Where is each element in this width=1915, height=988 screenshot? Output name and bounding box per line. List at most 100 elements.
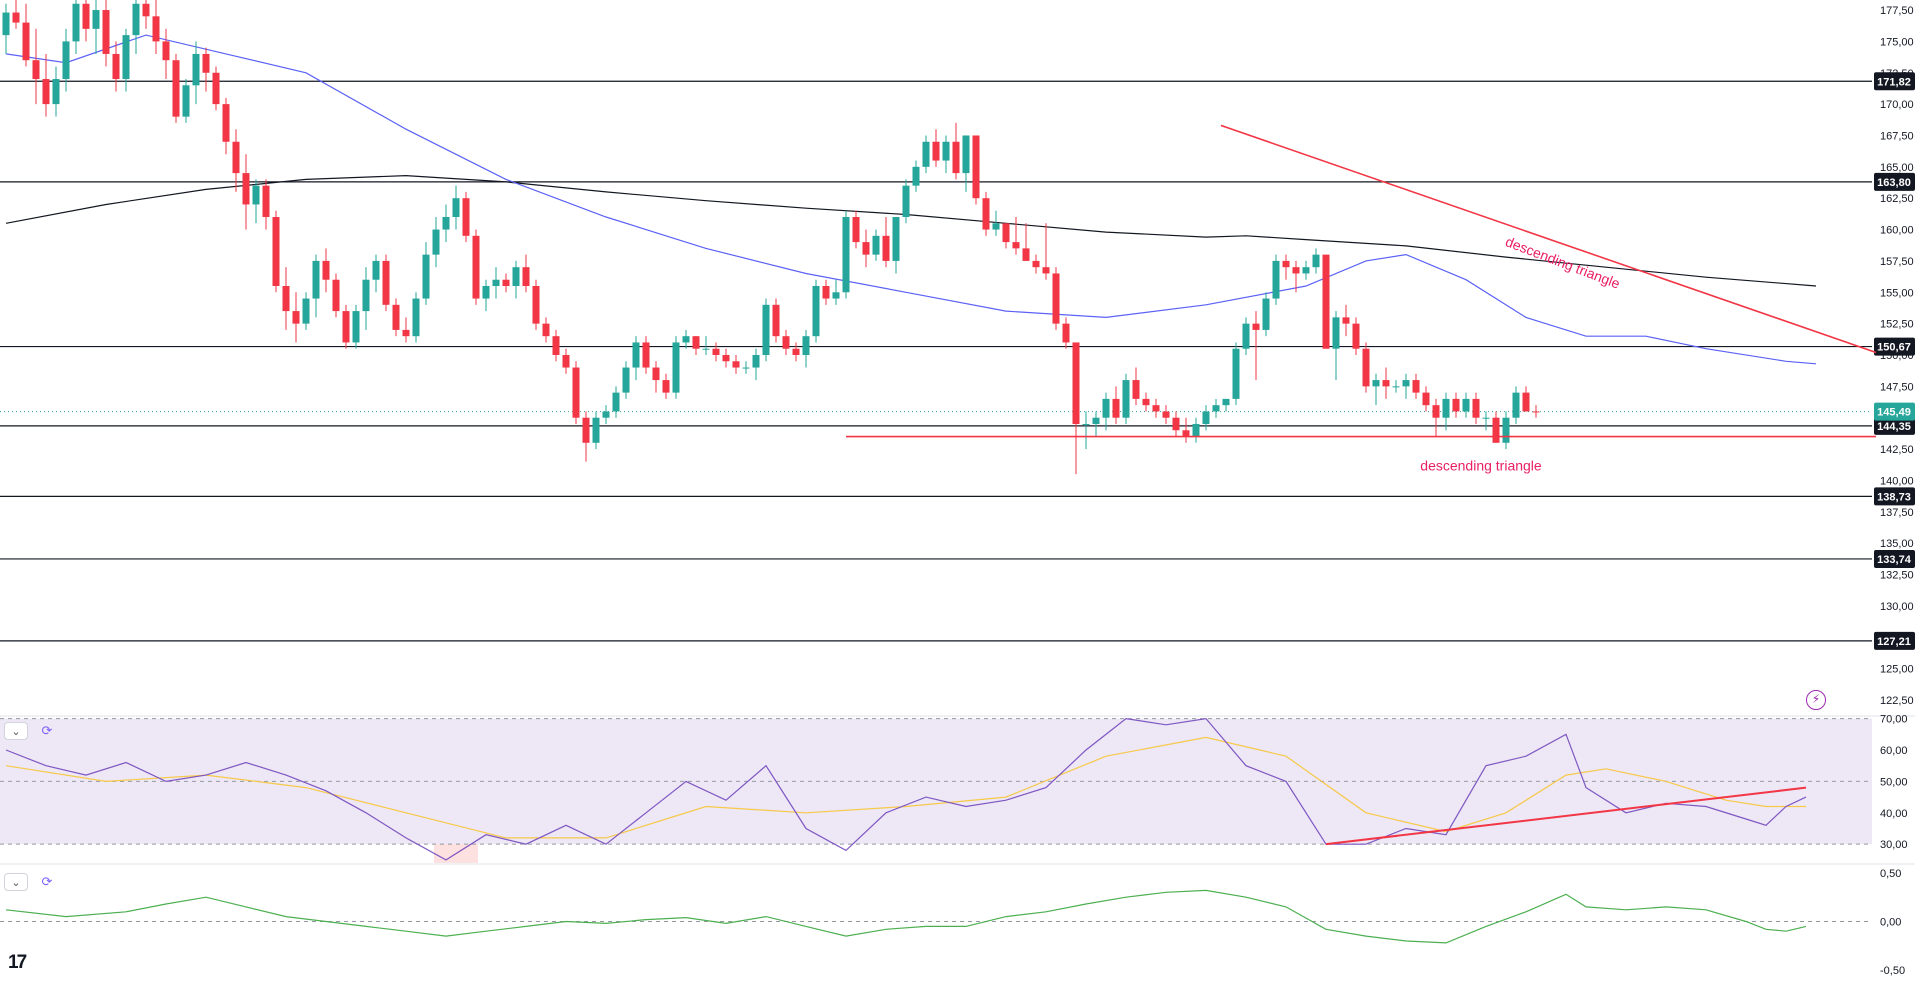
candle[interactable]: [52, 66, 60, 117]
candle[interactable]: [732, 354, 740, 374]
rsi-trendline[interactable]: [1325, 786, 1807, 846]
candle[interactable]: [1122, 373, 1130, 424]
candle[interactable]: [1422, 386, 1430, 412]
candle[interactable]: [782, 329, 790, 355]
candle[interactable]: [1052, 267, 1060, 330]
candle[interactable]: [1402, 373, 1410, 399]
candle[interactable]: [72, 0, 80, 54]
candle[interactable]: [822, 279, 830, 305]
candle[interactable]: [1392, 380, 1400, 393]
candle[interactable]: [22, 3, 30, 67]
candle[interactable]: [942, 135, 950, 174]
lightning-icon[interactable]: ⚡: [1806, 690, 1826, 710]
candle[interactable]: [662, 373, 670, 399]
candle[interactable]: [682, 329, 690, 349]
candle[interactable]: [472, 229, 480, 305]
oscillator-pane-toggle-button[interactable]: ⌄: [4, 873, 28, 891]
candle[interactable]: [642, 336, 650, 374]
candle[interactable]: [332, 273, 340, 318]
candle[interactable]: [1102, 392, 1110, 431]
candle[interactable]: [1192, 417, 1200, 443]
candle[interactable]: [232, 129, 240, 192]
candle[interactable]: [422, 242, 430, 305]
moving-average-fast[interactable]: [5, 34, 1817, 365]
candle[interactable]: [532, 279, 540, 330]
candle[interactable]: [812, 279, 820, 343]
candle[interactable]: [1222, 398, 1230, 412]
candle[interactable]: [982, 191, 990, 236]
candle[interactable]: [512, 260, 520, 299]
candle[interactable]: [1362, 342, 1370, 393]
candle[interactable]: [752, 348, 760, 381]
candle[interactable]: [112, 41, 120, 92]
candle[interactable]: [1152, 398, 1160, 418]
candle[interactable]: [1272, 254, 1280, 305]
candle[interactable]: [492, 267, 500, 299]
tradingview-logo[interactable]: 17: [8, 952, 27, 973]
candle[interactable]: [352, 304, 360, 349]
candle[interactable]: [1342, 304, 1350, 337]
candle[interactable]: [522, 254, 530, 293]
candle[interactable]: [1142, 392, 1150, 412]
rsi-moving-average[interactable]: [5, 736, 1806, 839]
candle[interactable]: [462, 191, 470, 243]
candle[interactable]: [592, 411, 600, 450]
candle[interactable]: [1382, 367, 1390, 399]
candle[interactable]: [702, 336, 710, 355]
candle[interactable]: [212, 66, 220, 111]
oscillator-line[interactable]: [5, 889, 1807, 944]
candle[interactable]: [382, 254, 390, 312]
candle[interactable]: [1112, 386, 1120, 424]
candle[interactable]: [172, 53, 180, 123]
candle[interactable]: [292, 292, 300, 343]
candle[interactable]: [1042, 223, 1050, 280]
candle[interactable]: [742, 361, 750, 374]
trendline[interactable]: [1220, 124, 1877, 354]
price-pane[interactable]: 122,50125,00127,50130,00132,50135,00137,…: [0, 0, 1915, 707]
candle[interactable]: [1432, 398, 1440, 437]
candle[interactable]: [882, 217, 890, 268]
candle[interactable]: [542, 317, 550, 343]
candle[interactable]: [282, 267, 290, 330]
pattern-annotation-label[interactable]: descending triangle: [1503, 233, 1622, 292]
candle[interactable]: [552, 329, 560, 362]
candle[interactable]: [1322, 254, 1330, 349]
candle[interactable]: [962, 135, 970, 192]
candle[interactable]: [922, 135, 930, 174]
candle[interactable]: [802, 329, 810, 368]
candle[interactable]: [162, 28, 170, 80]
candle[interactable]: [582, 411, 590, 462]
candle[interactable]: [1062, 317, 1070, 349]
candle[interactable]: [992, 210, 1000, 236]
candle[interactable]: [902, 179, 910, 224]
candle[interactable]: [572, 361, 580, 424]
candle[interactable]: [842, 210, 850, 299]
candle[interactable]: [92, 0, 100, 54]
candle[interactable]: [1012, 217, 1020, 255]
candle[interactable]: [1492, 411, 1500, 443]
candle[interactable]: [1202, 405, 1210, 431]
candle[interactable]: [432, 217, 440, 268]
candle[interactable]: [762, 298, 770, 362]
oscillator-sync-icon[interactable]: ⟳: [41, 874, 53, 889]
candle[interactable]: [892, 217, 900, 274]
candle[interactable]: [1332, 311, 1340, 381]
candle[interactable]: [1292, 260, 1300, 293]
candle[interactable]: [1132, 367, 1140, 406]
candle[interactable]: [452, 185, 460, 230]
candle[interactable]: [222, 97, 230, 155]
candle[interactable]: [412, 292, 420, 343]
candle[interactable]: [1212, 398, 1220, 418]
candle[interactable]: [242, 154, 250, 230]
candle[interactable]: [502, 273, 510, 293]
candle[interactable]: [322, 248, 330, 293]
candle[interactable]: [1352, 317, 1360, 355]
candle[interactable]: [712, 342, 720, 362]
candle[interactable]: [932, 129, 940, 167]
candle[interactable]: [1032, 254, 1040, 274]
candle[interactable]: [1512, 386, 1520, 424]
candle[interactable]: [192, 41, 200, 105]
candle[interactable]: [272, 210, 280, 293]
candle[interactable]: [632, 336, 640, 381]
